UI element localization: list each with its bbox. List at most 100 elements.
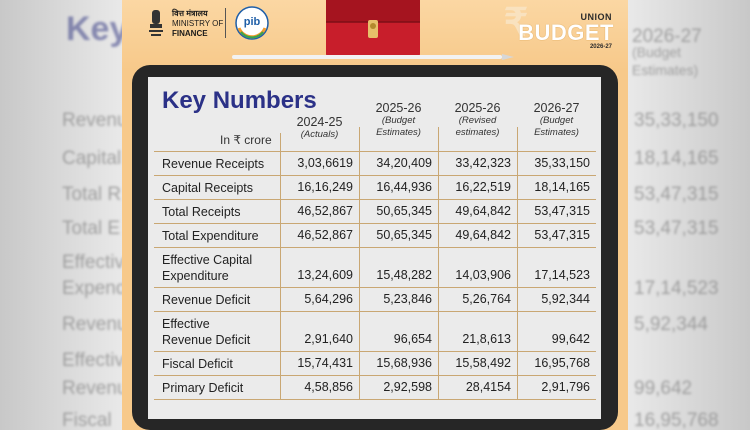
ghost-value: 5,92,344 xyxy=(634,314,708,335)
ghost-label: Capital xyxy=(62,148,122,169)
cell-value: 35,33,150 xyxy=(534,156,590,170)
cell-value: 33,42,323 xyxy=(455,156,511,170)
cell-value: 99,642 xyxy=(551,332,590,346)
row-label: Total Expenditure xyxy=(162,228,259,244)
cell-value: 53,47,315 xyxy=(534,228,590,242)
row-label: Effective Revenue Deficit xyxy=(162,316,250,348)
cell-value: 96,654 xyxy=(393,332,432,346)
table-row: Total Receipts 46,52,867 50,65,345 49,64,84… xyxy=(154,199,596,224)
key-numbers-table: Key Numbers In ₹ crore 2024-25 (Actuals) 2… xyxy=(148,77,601,419)
row-label: Fiscal Deficit xyxy=(162,356,233,372)
ghost-value: 16,95,768 xyxy=(634,410,719,430)
cell-value: 14,03,906 xyxy=(455,268,511,282)
cell-value: 15,74,431 xyxy=(297,356,353,370)
pib-logo-icon: pib xyxy=(235,6,269,40)
column-year: 2025-26 xyxy=(375,101,422,115)
table-row: Effective Revenue Deficit 2,91,640 96,654 21… xyxy=(154,311,596,352)
column-divider xyxy=(438,127,439,399)
cell-value: 17,14,523 xyxy=(534,268,590,282)
column-divider xyxy=(517,127,518,399)
cell-value: 5,64,296 xyxy=(304,292,353,306)
unit-label: In ₹ crore xyxy=(220,133,272,147)
cell-value: 2,92,598 xyxy=(383,380,432,394)
ghost-value: 18,14,165 xyxy=(634,148,719,169)
cell-value: 49,64,842 xyxy=(455,204,511,218)
cell-value: 18,14,165 xyxy=(534,180,590,194)
column-year: 2026-27 xyxy=(533,101,580,115)
column-subtitle: Estimates) xyxy=(376,127,421,138)
tablet-frame: Key Numbers In ₹ crore 2024-25 (Actuals) 2… xyxy=(132,65,618,430)
ghost-label: Effectiv xyxy=(62,350,122,371)
table-row: Primary Deficit 4,58,856 2,92,598 28,4154 2,… xyxy=(154,375,596,400)
row-label-line: Revenue Receipts xyxy=(162,157,265,171)
row-label: Capital Receipts xyxy=(162,180,253,196)
column-year: 2025-26 xyxy=(454,101,501,115)
budget-text: BUDGET xyxy=(518,20,614,45)
national-emblem-icon xyxy=(149,10,163,36)
column-divider xyxy=(280,133,281,399)
ghost-label: Expend xyxy=(62,278,122,299)
column-subtitle: estimates) xyxy=(455,127,500,138)
cell-value: 50,65,345 xyxy=(376,228,432,242)
row-label-line: Primary Deficit xyxy=(162,381,244,395)
ministry-line1: MINISTRY OF xyxy=(172,19,224,28)
column-subtitle: (Revised xyxy=(458,115,497,126)
row-label-line: Capital Receipts xyxy=(162,181,254,195)
ghost-header: 2026-27 xyxy=(632,26,702,47)
column-subtitle: Estimates) xyxy=(534,127,579,138)
row-label-line: Revenue Deficit xyxy=(162,333,251,347)
cell-value: 16,95,768 xyxy=(534,356,590,370)
table-row: Fiscal Deficit 15,74,431 15,68,936 15,58,49… xyxy=(154,351,596,376)
background-left-blur: Key Revenu Capital Total R Total E Effectiv E… xyxy=(0,0,122,430)
pen-icon xyxy=(232,54,514,60)
row-label-line: Total Receipts xyxy=(162,205,241,219)
column-subtitle: (Actuals) xyxy=(300,129,339,140)
row-label: Primary Deficit xyxy=(162,380,243,396)
ghost-title: Key xyxy=(66,10,122,48)
ministry-hindi-text: वित्त मंत्रालय xyxy=(172,9,208,18)
ghost-value: 99,642 xyxy=(634,378,693,399)
pib-text: pib xyxy=(244,16,261,28)
row-label-line: Effective Capital xyxy=(162,253,253,267)
ghost-value: 53,47,315 xyxy=(634,184,719,205)
row-label: Total Receipts xyxy=(162,204,241,220)
column-header-1: 2024-25 (Actuals) xyxy=(280,115,359,141)
cell-value: 28,4154 xyxy=(465,380,511,394)
ghost-label: Revenu xyxy=(62,110,122,131)
background-right-blur: 2026-27 (Budget Estimates) 35,33,150 18,14,1… xyxy=(628,0,750,430)
row-label-line: Effective xyxy=(162,317,210,331)
ghost-header: Estimates) xyxy=(632,62,699,78)
table-row: Revenue Receipts 3,03,6619 34,20,409 33,42,… xyxy=(154,151,596,176)
cell-value: 5,23,846 xyxy=(383,292,432,306)
cell-value: 2,91,640 xyxy=(304,332,353,346)
column-subtitle: (Budget xyxy=(381,115,416,126)
cell-value: 46,52,867 xyxy=(297,228,353,242)
cell-value: 16,44,936 xyxy=(376,180,432,194)
ghost-label: Fiscal xyxy=(62,410,112,430)
ghost-value: 35,33,150 xyxy=(634,110,719,131)
cell-value: 15,48,282 xyxy=(376,268,432,282)
cell-value: 15,58,492 xyxy=(455,356,511,370)
logo-divider xyxy=(225,8,226,38)
ghost-value: 53,47,315 xyxy=(634,218,719,239)
ghost-label: Effectiv xyxy=(62,252,122,273)
row-label: Revenue Deficit xyxy=(162,292,250,308)
ghost-label: Revenu xyxy=(62,378,122,399)
column-subtitle: (Budget xyxy=(539,115,574,126)
column-header-4: 2026-27 (Budget Estimates) xyxy=(517,101,596,139)
column-header-3: 2025-26 (Revised estimates) xyxy=(438,101,517,139)
ghost-value: 17,14,523 xyxy=(634,278,719,299)
cell-value: 5,92,344 xyxy=(541,292,590,306)
cell-value: 53,47,315 xyxy=(534,204,590,218)
column-header-2: 2025-26 (Budget Estimates) xyxy=(359,101,438,139)
column-year: 2024-25 xyxy=(296,115,343,129)
row-label: Effective Capital Expenditure xyxy=(162,252,252,284)
table-row: Total Expenditure 46,52,867 50,65,345 49,64… xyxy=(154,223,596,248)
rupee-logo-icon: ₹ xyxy=(503,2,528,44)
union-text: UNION xyxy=(580,12,612,22)
ghost-label: Revenu xyxy=(62,314,122,335)
cell-value: 4,58,856 xyxy=(304,380,353,394)
cell-value: 46,52,867 xyxy=(297,204,353,218)
cell-value: 15,68,936 xyxy=(376,356,432,370)
budget-year-text: 2026-27 xyxy=(589,44,612,50)
